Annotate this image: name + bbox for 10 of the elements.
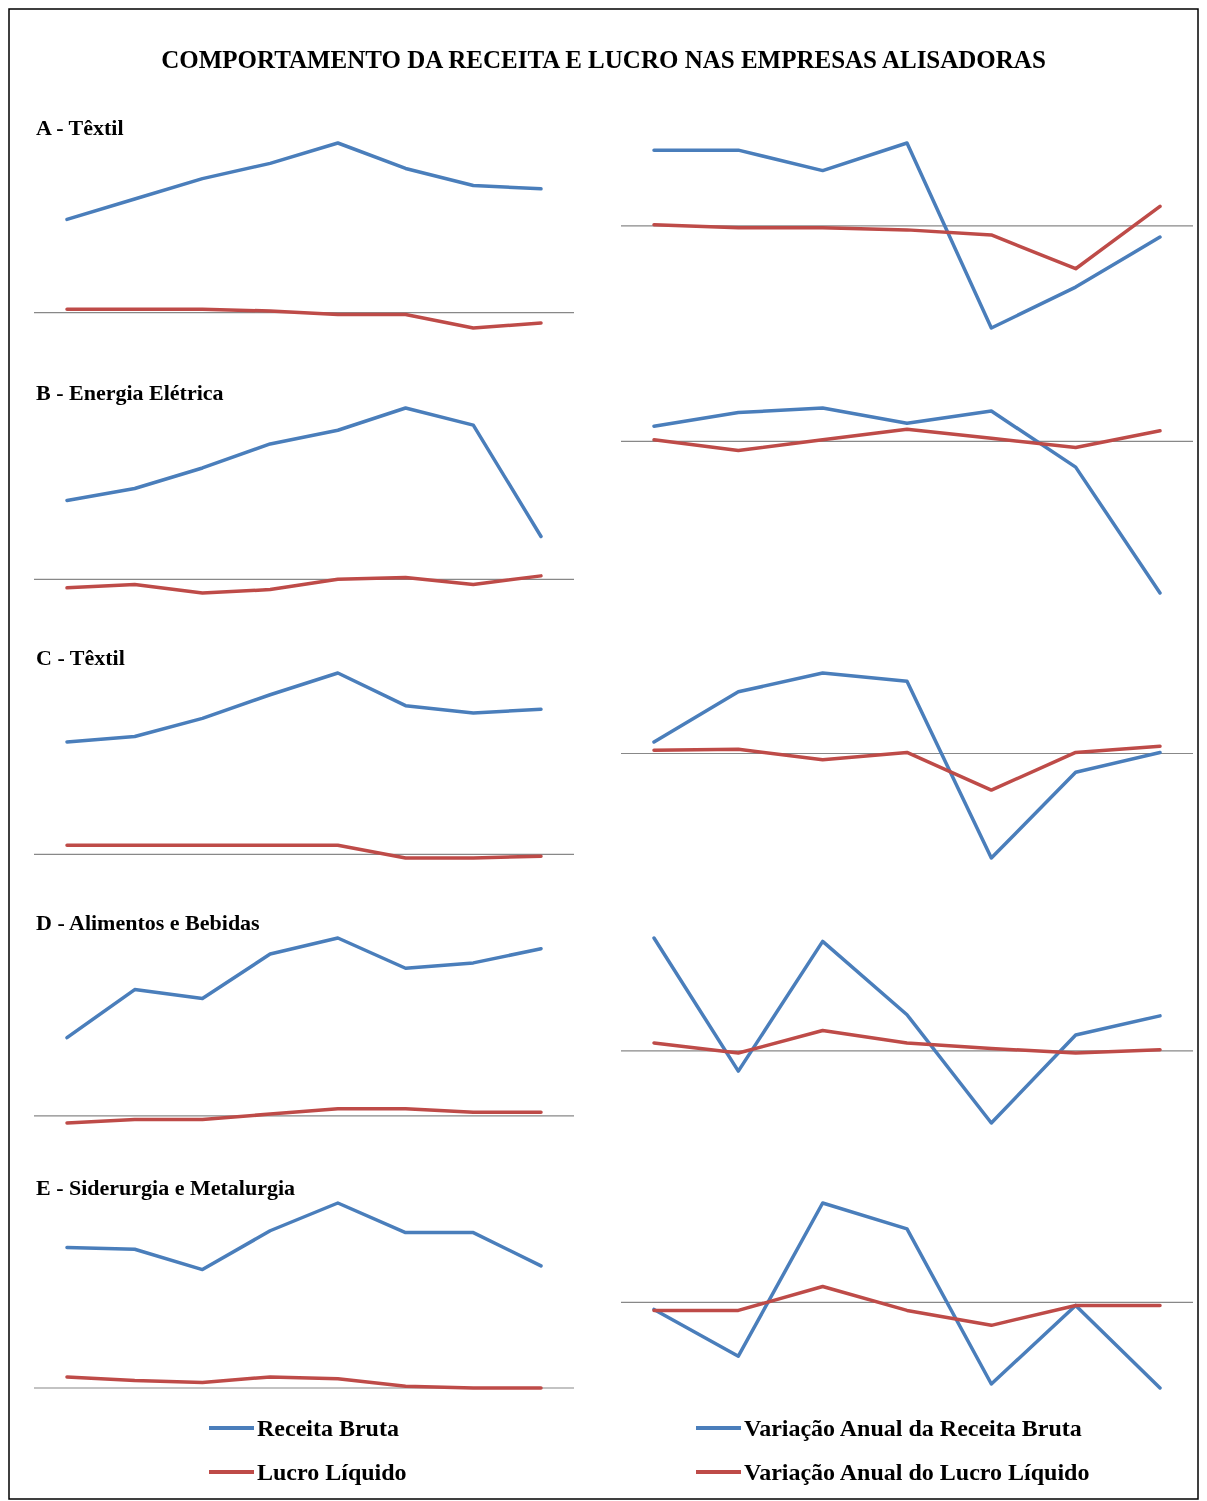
legend-label: Variação Anual do Lucro Líquido	[744, 1459, 1090, 1485]
legend-label: Lucro Líquido	[257, 1459, 407, 1485]
chart-subtitle: E - Siderurgia e Metalurgia	[36, 1175, 296, 1200]
chart-subtitle: B - Energia Elétrica	[36, 380, 224, 405]
chart-title: COMPORTAMENTO DA RECEITA E LUCRO NAS EMPRESAS ALISADORAS	[161, 46, 1046, 73]
legend-label: Receita Bruta	[257, 1415, 399, 1441]
legend-label: Variação Anual da Receita Bruta	[744, 1415, 1082, 1441]
chart-subtitle: C - Têxtil	[36, 645, 125, 670]
chart-subtitle: D - Alimentos e Bebidas	[36, 910, 261, 935]
chart-subtitle: A - Têxtil	[36, 115, 124, 140]
